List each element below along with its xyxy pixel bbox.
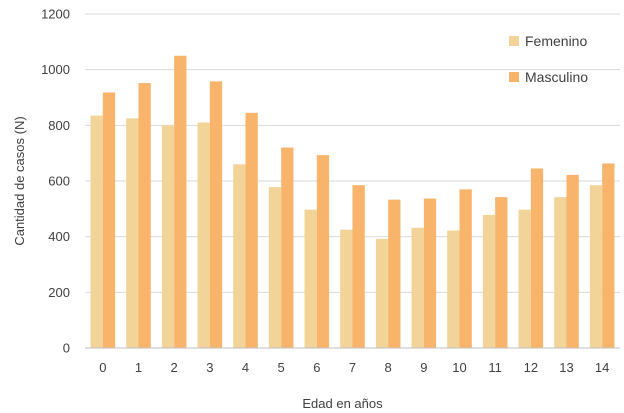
- bar-masculino-0: [102, 92, 116, 349]
- x-tick-label: 11: [488, 360, 502, 375]
- y-tick-label: 200: [48, 285, 70, 300]
- x-tick-label: 0: [99, 360, 106, 375]
- y-tick-label: 1000: [41, 62, 70, 77]
- x-tick-label: 2: [171, 360, 178, 375]
- bar-femenino-10: [447, 230, 460, 348]
- bar-masculino-3: [209, 81, 223, 349]
- x-tick-label: 9: [420, 360, 427, 375]
- x-tick-label: 1: [135, 360, 142, 375]
- bar-masculino-13: [566, 174, 579, 348]
- y-tick-label: 1200: [41, 7, 70, 22]
- bar-masculino-12: [530, 168, 544, 348]
- x-tick-label: 5: [278, 360, 285, 375]
- bar-femenino-1: [126, 118, 139, 348]
- x-tick-label: 13: [559, 360, 573, 375]
- bar-masculino-4: [245, 112, 258, 348]
- legend-swatch-masculino: [509, 72, 519, 82]
- bar-masculino-6: [316, 155, 330, 348]
- bar-masculino-8: [388, 199, 401, 348]
- y-tick-label: 400: [48, 229, 70, 244]
- bar-femenino-13: [554, 197, 567, 348]
- y-tick-label: 0: [63, 341, 70, 356]
- bar-masculino-11: [495, 197, 508, 348]
- bar-femenino-12: [518, 209, 531, 348]
- x-tick-label: 8: [385, 360, 392, 375]
- bar-femenino-0: [90, 115, 103, 348]
- x-tick-label: 4: [242, 360, 249, 375]
- bar-masculino-5: [281, 147, 294, 348]
- y-tick-label: 600: [48, 174, 70, 189]
- bar-femenino-2: [161, 125, 175, 348]
- legend-label-masculino: Masculino: [525, 69, 588, 85]
- bar-femenino-9: [411, 227, 424, 348]
- legend-label-femenino: Femenino: [525, 33, 587, 49]
- bar-femenino-5: [268, 187, 282, 348]
- legend: Femenino Masculino: [509, 33, 588, 85]
- bar-femenino-11: [482, 214, 496, 348]
- bar-femenino-4: [233, 164, 246, 348]
- x-tick-label: 3: [206, 360, 213, 375]
- y-tick-labels: 0 200 400 600 800 1000 1200: [41, 7, 70, 356]
- x-tick-label: 7: [349, 360, 356, 375]
- x-tick-labels: 0 1 2 3 4 5 6 7 8 9 10 11 12 13 14: [99, 360, 609, 375]
- bar-femenino-3: [197, 122, 210, 348]
- x-tick-label: 10: [452, 360, 466, 375]
- bar-femenino-14: [589, 185, 603, 348]
- bar-masculino-14: [602, 163, 615, 348]
- y-tick-label: 800: [48, 118, 70, 133]
- bar-femenino-8: [375, 238, 389, 348]
- x-tick-label: 6: [313, 360, 320, 375]
- bar-femenino-7: [340, 229, 353, 348]
- x-tick-label: 14: [595, 360, 609, 375]
- bar-femenino-6: [304, 209, 317, 348]
- bar-masculino-10: [459, 189, 472, 348]
- bar-masculino-2: [174, 55, 187, 348]
- x-axis-title: Edad en años: [302, 396, 383, 411]
- bar-masculino-7: [352, 185, 365, 348]
- x-tick-label: 12: [524, 360, 538, 375]
- legend-swatch-femenino: [509, 36, 519, 46]
- bar-masculino-1: [138, 83, 151, 348]
- y-axis-title: Cantidad de casos (N): [12, 116, 27, 245]
- bars: [90, 55, 615, 349]
- bar-masculino-9: [423, 198, 437, 348]
